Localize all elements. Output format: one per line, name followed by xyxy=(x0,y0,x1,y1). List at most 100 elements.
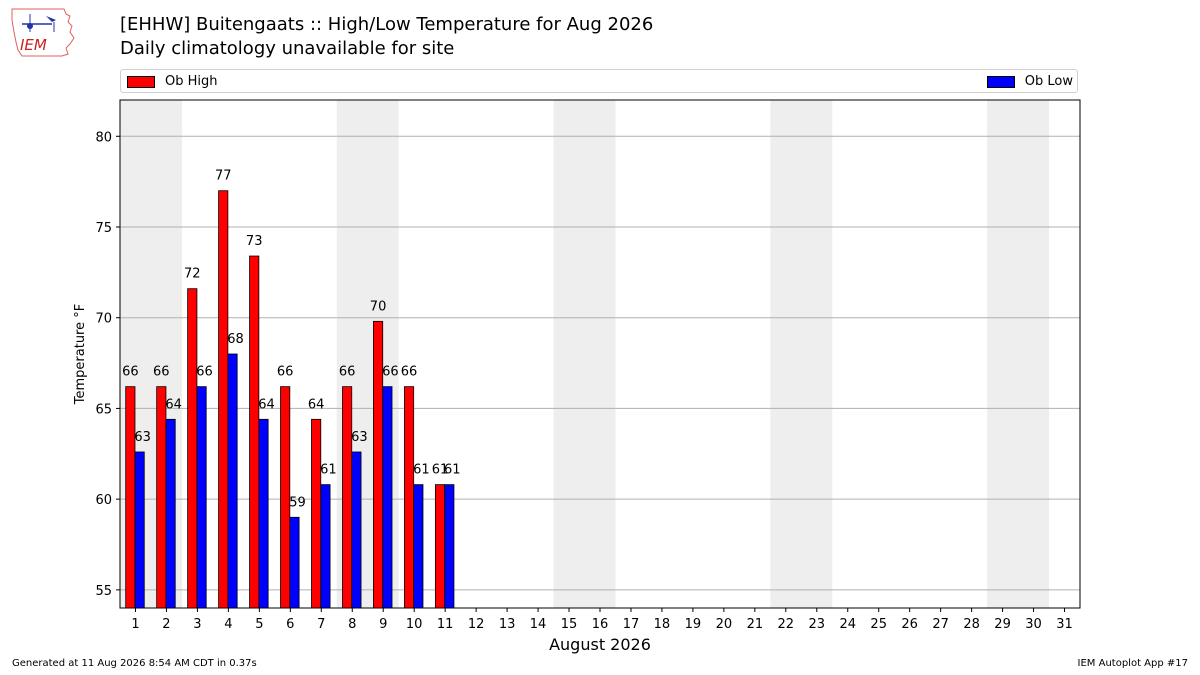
x-tick-label: 8 xyxy=(348,617,356,632)
data-label-low: 61 xyxy=(320,463,337,478)
page-subtitle: Daily climatology unavailable for site xyxy=(120,38,455,59)
bar-high xyxy=(156,386,167,609)
logo-text: IEM xyxy=(20,36,47,54)
data-label-high: 66 xyxy=(122,365,139,380)
page-title: [EHHW] Buitengaats :: High/Low Temperatu… xyxy=(120,14,654,35)
x-tick-label: 10 xyxy=(406,617,423,632)
x-tick-label: 27 xyxy=(932,617,949,632)
bar-low xyxy=(165,418,176,609)
data-label-high: 66 xyxy=(277,365,294,380)
x-tick-label: 3 xyxy=(193,617,201,632)
legend-item-high: Ob High xyxy=(127,74,218,89)
bar-low xyxy=(351,451,362,609)
weekend-band xyxy=(336,100,399,608)
x-tick-label: 28 xyxy=(963,617,980,632)
x-tick-label: 29 xyxy=(994,617,1011,632)
legend-label-high: Ob High xyxy=(165,74,218,89)
x-tick-label: 21 xyxy=(747,617,764,632)
x-tick-label: 24 xyxy=(839,617,856,632)
x-tick-label: 5 xyxy=(255,617,263,632)
x-tick-label: 2 xyxy=(162,617,170,632)
x-axis-label: August 2026 xyxy=(549,635,651,654)
data-label-high: 70 xyxy=(370,299,387,314)
x-tick-label: 1 xyxy=(131,617,139,632)
data-label-low: 64 xyxy=(258,397,275,412)
bar-low xyxy=(258,418,269,609)
data-label-low: 63 xyxy=(351,430,368,445)
x-tick-label: 12 xyxy=(468,617,485,632)
bar-high xyxy=(125,386,136,609)
x-tick-label: 26 xyxy=(901,617,918,632)
weekend-band xyxy=(553,100,616,608)
bar-low xyxy=(134,451,145,609)
bar-low xyxy=(289,516,300,609)
data-label-low: 66 xyxy=(382,365,399,380)
x-tick-label: 15 xyxy=(561,617,578,632)
bar-high xyxy=(249,255,260,609)
iem-logo: IEM xyxy=(11,8,75,57)
x-tick-label: 7 xyxy=(317,617,325,632)
bar-high xyxy=(342,386,353,609)
x-tick-label: 20 xyxy=(716,617,733,632)
data-label-low: 61 xyxy=(444,463,461,478)
data-label-high: 66 xyxy=(339,365,356,380)
x-tick-label: 22 xyxy=(778,617,795,632)
x-tick-label: 31 xyxy=(1056,617,1073,632)
data-label-high: 66 xyxy=(153,365,170,380)
bar-high xyxy=(187,288,198,609)
x-tick-label: 9 xyxy=(379,617,387,632)
bar-high xyxy=(218,190,229,609)
bar-low xyxy=(444,484,455,609)
data-label-low: 66 xyxy=(196,365,213,380)
data-label-low: 68 xyxy=(227,332,244,347)
y-tick-label: 65 xyxy=(95,402,112,417)
x-tick-label: 19 xyxy=(685,617,702,632)
footer-generated: Generated at 11 Aug 2026 8:54 AM CDT in … xyxy=(12,658,257,669)
bar-high xyxy=(311,418,322,609)
legend: Ob High Ob Low xyxy=(120,69,1078,93)
y-tick-label: 80 xyxy=(95,130,112,145)
weekend-band xyxy=(120,100,182,608)
bar-low xyxy=(196,386,207,609)
y-tick-label: 55 xyxy=(95,584,112,599)
bar-high xyxy=(373,320,384,609)
bar-low xyxy=(227,353,238,609)
data-label-high: 66 xyxy=(401,365,418,380)
footer-app: IEM Autoplot App #17 xyxy=(1077,658,1188,669)
bar-low xyxy=(413,484,424,609)
data-label-high: 77 xyxy=(215,169,232,184)
weekend-band xyxy=(987,100,1050,608)
bar-high xyxy=(404,386,415,609)
x-tick-label: 6 xyxy=(286,617,294,632)
x-tick-label: 30 xyxy=(1025,617,1042,632)
x-tick-label: 11 xyxy=(437,617,454,632)
x-tick-label: 17 xyxy=(623,617,640,632)
legend-swatch-high xyxy=(127,75,155,88)
data-label-high: 61 xyxy=(432,463,449,478)
x-tick-label: 4 xyxy=(224,617,232,632)
y-tick-label: 75 xyxy=(95,221,112,236)
y-tick-label: 70 xyxy=(95,312,112,327)
plot-frame xyxy=(119,99,1081,609)
x-tick-label: 13 xyxy=(499,617,516,632)
data-label-low: 59 xyxy=(289,495,306,510)
data-label-low: 63 xyxy=(134,430,151,445)
data-label-high: 72 xyxy=(184,267,201,282)
data-label-high: 64 xyxy=(308,397,325,412)
y-axis-label: Temperature °F xyxy=(73,304,88,405)
legend-item-low: Ob Low xyxy=(986,74,1073,89)
data-label-high: 73 xyxy=(246,234,263,249)
bar-high xyxy=(280,386,291,609)
legend-label-low: Ob Low xyxy=(1024,74,1073,89)
x-tick-label: 23 xyxy=(809,617,826,632)
chart-title-block: [EHHW] Buitengaats :: High/Low Temperatu… xyxy=(120,13,653,61)
x-tick-label: 25 xyxy=(870,617,887,632)
x-tick-label: 16 xyxy=(592,617,609,632)
data-label-low: 61 xyxy=(413,463,430,478)
data-label-low: 64 xyxy=(165,397,182,412)
y-tick-label: 60 xyxy=(95,493,112,508)
legend-swatch-low xyxy=(986,75,1015,88)
bar-low xyxy=(320,484,331,609)
bar-low xyxy=(382,386,393,609)
